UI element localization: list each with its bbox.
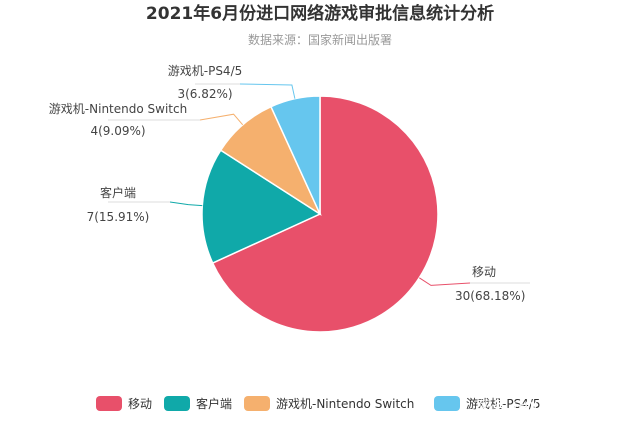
- pie-labels: 移动 30(68.18%) 客户端 7(15.91%) 游戏机-Nintendo Swi…: [49, 64, 530, 303]
- slice-name-label-mobile: 移动: [472, 265, 496, 279]
- slice-value-label-ps: 3(6.82%): [177, 87, 232, 101]
- legend-swatch-mobile: [96, 396, 122, 411]
- pie-slice-mobile[interactable]: [211, 95, 439, 333]
- legend-label-client[interactable]: 客户端: [196, 396, 232, 411]
- legend-label-switch[interactable]: 游戏机-Nintendo Switch: [276, 397, 414, 411]
- legend-label-mobile[interactable]: 移动: [128, 397, 152, 411]
- legend-label-ps[interactable]: 游戏机-PS4/5: [466, 397, 541, 411]
- slice-name-label-ps: 游戏机-PS4/5: [168, 64, 243, 78]
- chart-subtitle: 数据来源：国家新闻出版署: [248, 32, 392, 47]
- slice-name-label-client: 客户端: [100, 185, 136, 200]
- watermark: 头条 @003游戏盒子: [478, 398, 607, 415]
- leader-line-client: [169, 201, 203, 207]
- leader-line-switch: [199, 113, 244, 126]
- slice-name-label-switch: 游戏机-Nintendo Switch: [49, 102, 187, 116]
- slice-value-label-mobile: 30(68.18%): [455, 289, 525, 303]
- chart-title: 2021年6月份进口网络游戏审批信息统计分析: [146, 3, 494, 24]
- legend-swatch-switch: [244, 396, 270, 411]
- legend-swatch-client: [164, 396, 190, 411]
- pie-slices: [201, 95, 439, 333]
- legend-swatch-ps: [434, 396, 460, 411]
- leader-line-ps: [239, 83, 296, 99]
- slice-value-label-switch: 4(9.09%): [90, 124, 145, 138]
- legend: 移动 客户端 游戏机-Nintendo Switch 游戏机-PS4/5: [96, 396, 541, 411]
- slice-value-label-client: 7(15.91%): [87, 210, 150, 224]
- leader-line-mobile: [419, 277, 471, 286]
